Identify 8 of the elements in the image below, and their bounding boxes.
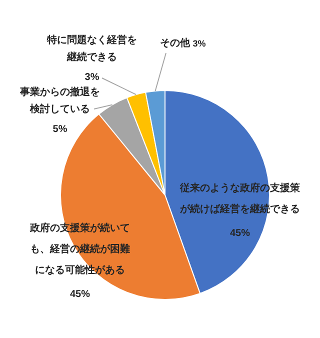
slice-label: 特に問題なく経営を継続できる xyxy=(46,34,137,63)
data-label: 5% xyxy=(52,124,68,135)
data-label: 45% xyxy=(230,228,250,239)
slice-label: その他 xyxy=(160,36,191,49)
data-label: 3% xyxy=(192,38,206,48)
data-label: 45% xyxy=(70,288,90,300)
data-label: 3% xyxy=(84,72,100,83)
slice-label: 事業からの撤退を検討している xyxy=(19,86,100,115)
